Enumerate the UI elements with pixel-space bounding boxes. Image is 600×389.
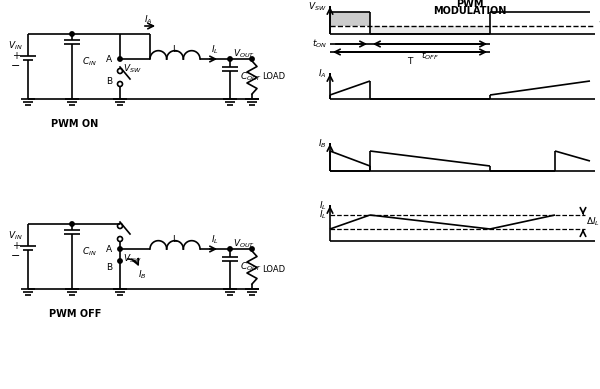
Circle shape: [118, 247, 122, 251]
Text: L: L: [173, 235, 178, 244]
Text: +: +: [12, 241, 20, 251]
Text: L: L: [173, 44, 178, 54]
Text: T: T: [407, 57, 413, 66]
Circle shape: [250, 57, 254, 61]
Text: $I_B$: $I_B$: [319, 138, 327, 150]
Text: PWM ON: PWM ON: [52, 119, 98, 129]
Text: $V_{OUT}$: $V_{OUT}$: [233, 238, 255, 250]
Text: $I_A$: $I_A$: [144, 14, 152, 26]
Text: $\Delta I_L$: $\Delta I_L$: [586, 216, 600, 228]
Circle shape: [228, 247, 232, 251]
Text: −: −: [11, 251, 20, 261]
Text: A: A: [106, 245, 112, 254]
Text: $C_{IN}$: $C_{IN}$: [82, 56, 97, 68]
Text: LOAD: LOAD: [262, 72, 285, 81]
Text: $V_{SW}$: $V_{SW}$: [308, 1, 327, 13]
Text: $I_L$: $I_L$: [319, 200, 327, 212]
Text: $I_B$: $I_B$: [138, 269, 146, 281]
Text: $V_{SW}$: $V_{SW}$: [123, 63, 142, 75]
Text: B: B: [106, 263, 112, 272]
Text: $I_L$: $I_L$: [319, 209, 327, 221]
Text: PWM OFF: PWM OFF: [49, 309, 101, 319]
Text: $t_{OFF}$: $t_{OFF}$: [421, 49, 439, 61]
Text: −: −: [11, 61, 20, 71]
Bar: [370, 26, 490, 34]
Text: MODULATION: MODULATION: [433, 6, 506, 16]
Circle shape: [118, 259, 122, 263]
Text: $I_L$: $I_L$: [211, 234, 219, 246]
Text: $V_{SW}$: $V_{SW}$: [123, 253, 142, 265]
Circle shape: [70, 222, 74, 226]
Circle shape: [250, 247, 254, 251]
Text: $C_{OUT}$: $C_{OUT}$: [240, 261, 262, 273]
Text: $V_{IN}$: $V_{IN}$: [8, 40, 23, 52]
Circle shape: [118, 57, 122, 61]
Text: $V_{OUT}$: $V_{OUT}$: [233, 48, 255, 60]
Text: $V_{OUT}$: $V_{OUT}$: [598, 20, 600, 32]
Text: $I_L$: $I_L$: [211, 44, 219, 56]
Text: A: A: [106, 54, 112, 63]
Text: LOAD: LOAD: [262, 265, 285, 273]
Text: B: B: [106, 77, 112, 86]
Text: $C_{IN}$: $C_{IN}$: [82, 246, 97, 258]
Text: +: +: [12, 51, 20, 61]
Text: $C_{OUT}$: $C_{OUT}$: [240, 71, 262, 83]
Text: $t_{ON}$: $t_{ON}$: [312, 38, 327, 50]
Text: $V_{IN}$: $V_{IN}$: [8, 230, 23, 242]
Circle shape: [228, 57, 232, 61]
Text: $I_A$: $I_A$: [319, 68, 327, 80]
Bar: [330, 12, 370, 26]
Text: PWM: PWM: [456, 0, 484, 9]
Circle shape: [70, 32, 74, 36]
